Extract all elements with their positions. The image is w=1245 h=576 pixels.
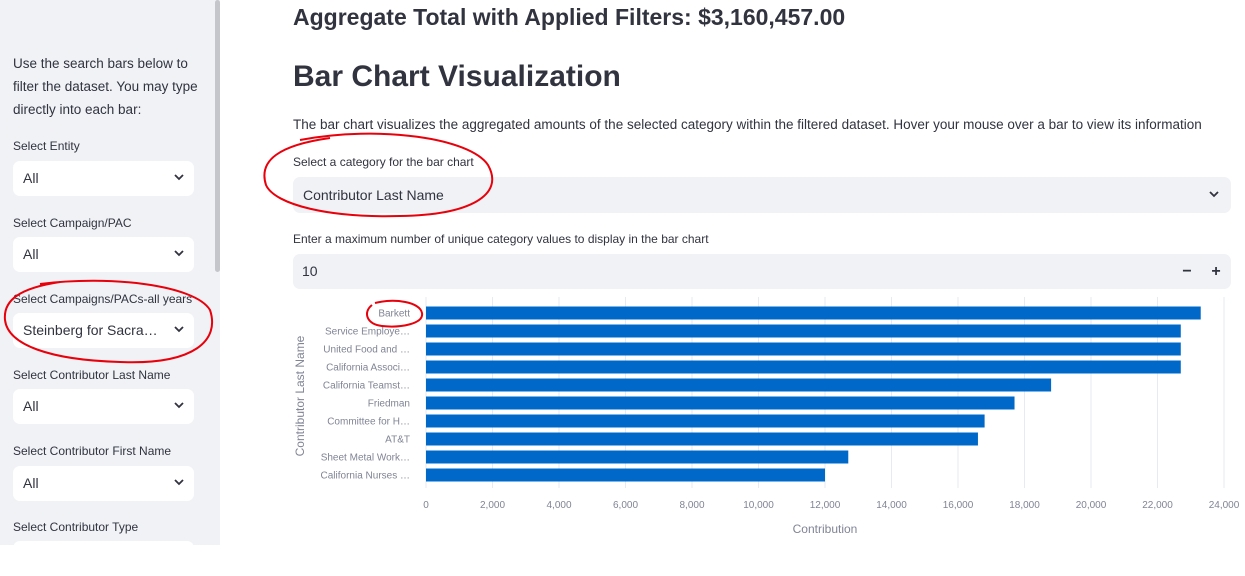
x-tick-label: 20,000	[1076, 500, 1107, 511]
chevron-down-icon	[174, 479, 184, 487]
category-select-label: Select a category for the bar chart	[293, 155, 474, 169]
campaign-filter-value: All	[23, 246, 39, 262]
chevron-down-icon	[174, 250, 184, 258]
contributor-type-filter-label: Select Contributor Type	[13, 520, 139, 534]
y-tick-label: AT&T	[385, 435, 410, 446]
bar	[426, 324, 1181, 338]
contributor-last-name-filter-select[interactable]: All	[13, 389, 194, 424]
bar-chart: 0 2,000 4,000 6,000 8,000 10,000 12,000 14,000 1…	[285, 295, 1245, 545]
x-tick-label: 14,000	[876, 500, 907, 511]
campaigns-all-years-filter-value: Steinberg for Sacra…	[23, 322, 158, 338]
aggregate-total-heading: Aggregate Total with Applied Filters: $3…	[293, 4, 846, 30]
contributor-first-name-filter-select[interactable]: All	[13, 466, 194, 501]
entity-filter-select[interactable]: All	[13, 161, 194, 196]
x-tick-label: 0	[423, 500, 429, 511]
sidebar: Use the search bars below to filter the …	[0, 0, 220, 576]
y-tick-label: Sheet Metal Work…	[321, 453, 410, 464]
contributor-first-name-filter-value: All	[23, 475, 39, 491]
x-tick-label: 10,000	[743, 500, 774, 511]
entity-filter-label: Select Entity	[13, 139, 80, 153]
sidebar-intro-text: Use the search bars below to filter the …	[13, 56, 198, 117]
chart-description: The bar chart visualizes the aggregated …	[293, 117, 1202, 132]
chevron-down-icon	[174, 402, 184, 410]
y-tick-label: Friedman	[368, 399, 410, 410]
x-tick-label: 12,000	[810, 500, 841, 511]
max-values-label: Enter a maximum number of unique categor…	[293, 232, 709, 246]
y-tick-label: California Associ…	[326, 363, 410, 374]
campaign-filter-select[interactable]: All	[13, 237, 194, 272]
max-values-input-value: 10	[302, 263, 318, 279]
chevron-down-icon	[1209, 191, 1219, 199]
x-tick-label: 8,000	[679, 500, 704, 511]
y-tick-label: California Teamst…	[323, 381, 410, 392]
bar	[426, 414, 985, 428]
x-tick-label: 22,000	[1142, 500, 1173, 511]
x-tick-label: 2,000	[480, 500, 505, 511]
campaigns-all-years-filter-select[interactable]: Steinberg for Sacra…	[13, 313, 194, 348]
x-tick-label: 18,000	[1009, 500, 1040, 511]
y-tick-label: Barkett	[378, 309, 410, 320]
bar	[426, 342, 1181, 356]
increment-button[interactable]: +	[1211, 263, 1221, 280]
contributor-type-filter-select[interactable]	[13, 541, 194, 576]
campaigns-all-years-filter-label: Select Campaigns/PACs-all years	[13, 292, 193, 306]
entity-filter-value: All	[23, 170, 39, 186]
x-tick-label: 6,000	[613, 500, 638, 511]
max-values-number-input[interactable]: 10 − +	[293, 254, 1231, 289]
category-select[interactable]: Contributor Last Name	[293, 177, 1231, 213]
x-tick-label: 24,000	[1209, 500, 1240, 511]
y-tick-label: Service Employe…	[325, 327, 410, 338]
x-axis-title: Contribution	[793, 522, 858, 536]
decrement-button[interactable]: −	[1182, 263, 1192, 280]
bar	[426, 378, 1052, 392]
chevron-down-icon	[174, 326, 184, 334]
y-tick-label: Committee for H…	[327, 417, 410, 428]
x-tick-label: 16,000	[943, 500, 974, 511]
category-select-value: Contributor Last Name	[303, 187, 444, 203]
bar	[426, 450, 849, 464]
bar	[426, 360, 1181, 374]
y-tick-label: California Nurses …	[321, 471, 410, 482]
y-axis-title: Contributor Last Name	[293, 335, 307, 456]
campaign-filter-label: Select Campaign/PAC	[13, 216, 132, 230]
section-title: Bar Chart Visualization	[293, 60, 621, 93]
bar-chart-svg: 0 2,000 4,000 6,000 8,000 10,000 12,000 14,000 1…	[293, 297, 1240, 536]
contributor-last-name-filter-label: Select Contributor Last Name	[13, 368, 171, 382]
bar	[426, 306, 1201, 320]
bar	[426, 468, 825, 482]
y-tick-label: United Food and …	[323, 345, 410, 356]
contributor-last-name-filter-value: All	[23, 398, 39, 414]
bar	[426, 432, 978, 446]
sidebar-scrollbar[interactable]	[215, 0, 220, 272]
contributor-first-name-filter-label: Select Contributor First Name	[13, 444, 172, 458]
bar	[426, 396, 1015, 410]
x-tick-label: 4,000	[546, 500, 571, 511]
chevron-down-icon	[174, 174, 184, 182]
